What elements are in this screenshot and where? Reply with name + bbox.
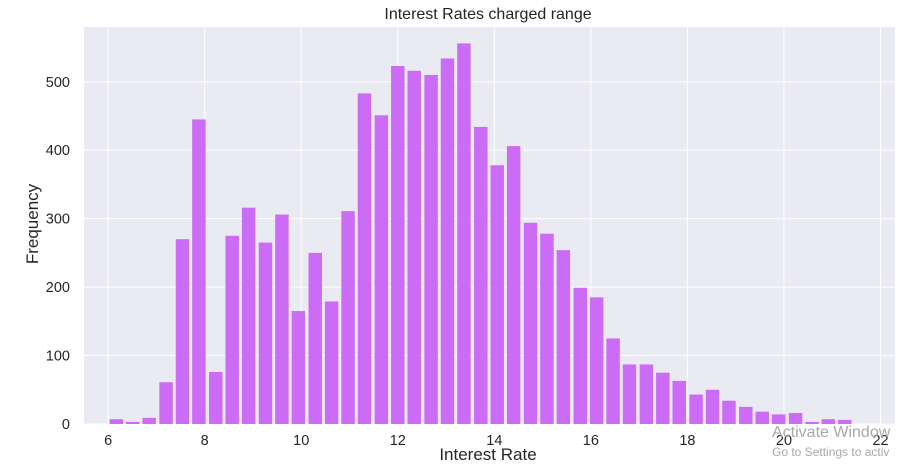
histogram-bar — [755, 411, 769, 424]
histogram-bar — [308, 252, 322, 424]
histogram-bar — [159, 382, 173, 424]
histogram-bar — [258, 242, 273, 424]
histogram-bar — [622, 364, 637, 424]
histogram-bar — [241, 207, 256, 424]
x-tick-label: 14 — [486, 433, 502, 449]
histogram-bar — [805, 421, 819, 424]
histogram-bar — [540, 233, 554, 424]
histogram-bar — [490, 165, 504, 425]
x-tick-label: 6 — [104, 433, 112, 449]
histogram-bar — [192, 119, 206, 424]
histogram-bar — [374, 115, 389, 424]
chart-title: Interest Rates charged range — [384, 6, 591, 23]
x-tick-label: 18 — [679, 433, 695, 449]
histogram-bar — [109, 419, 124, 424]
y-tick-label: 300 — [46, 212, 70, 228]
histogram-bar — [656, 372, 670, 424]
histogram-bar — [440, 58, 455, 424]
y-tick-label: 500 — [46, 75, 70, 91]
y-axis-label: Frequency — [23, 183, 42, 264]
histogram-bar — [589, 297, 604, 424]
histogram-bar — [788, 413, 803, 424]
histogram-bar — [175, 239, 190, 424]
histogram-bar — [225, 235, 239, 424]
histogram-bar — [357, 93, 372, 424]
activate-windows-subtext: Go to Settings to activ — [772, 445, 890, 459]
y-tick-label: 100 — [46, 349, 70, 365]
y-tick-label: 0 — [62, 417, 70, 433]
histogram-bar — [821, 419, 836, 424]
histogram-bar — [739, 406, 753, 424]
x-tick-label: 22 — [872, 433, 888, 449]
x-tick-label: 20 — [776, 433, 792, 449]
histogram-bar — [275, 214, 289, 424]
histogram-bar — [209, 371, 223, 424]
histogram-bar — [573, 287, 587, 424]
histogram-bar — [672, 380, 686, 424]
histogram-bar — [391, 66, 405, 425]
y-tick-label: 400 — [46, 143, 70, 159]
histogram-bar — [722, 400, 736, 424]
histogram-bar — [506, 146, 521, 424]
histogram-bar — [142, 417, 156, 424]
histogram-bar — [324, 301, 339, 424]
histogram-bar — [838, 419, 852, 424]
histogram-bar — [771, 414, 786, 424]
activate-windows-watermark: Activate Window — [772, 424, 891, 441]
x-tick-label: 12 — [390, 433, 406, 449]
x-tick-label: 8 — [201, 433, 209, 449]
x-tick-label: 16 — [583, 433, 599, 449]
histogram-bar — [474, 126, 488, 425]
histogram-bar — [705, 389, 720, 424]
x-axis-label: Interest Rate — [439, 445, 536, 464]
histogram-bar — [126, 421, 140, 424]
x-tick-label: 10 — [293, 433, 309, 449]
histogram-bar — [523, 222, 538, 424]
histogram-bar — [639, 364, 654, 424]
histogram-bar — [291, 311, 306, 424]
histogram-bar — [457, 43, 471, 425]
y-tick-label: 200 — [46, 280, 70, 296]
plot-area — [84, 27, 895, 424]
histogram-bar — [407, 70, 421, 425]
histogram-bar — [341, 211, 355, 424]
histogram-bar — [424, 74, 438, 425]
histogram-bar — [689, 394, 703, 424]
histogram-bar — [556, 250, 571, 424]
histogram-bar — [606, 338, 620, 424]
